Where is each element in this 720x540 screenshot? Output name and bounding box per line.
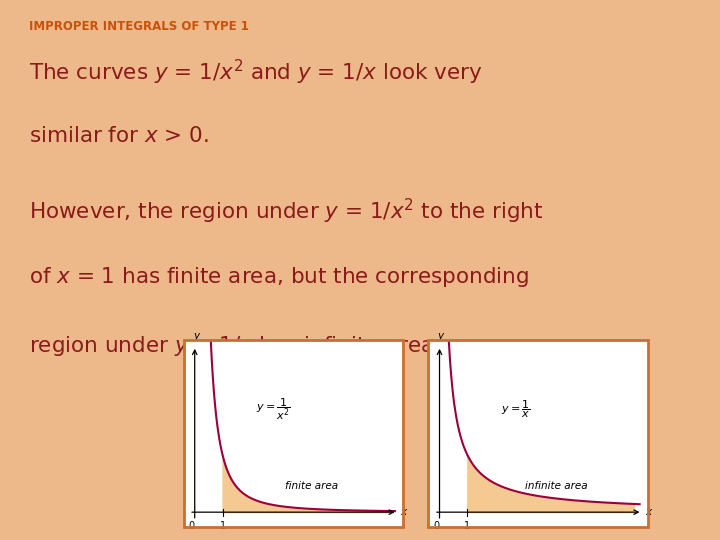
Text: $y = \dfrac{1}{x}$: $y = \dfrac{1}{x}$ — [500, 399, 530, 420]
Text: $y$: $y$ — [438, 331, 446, 343]
Text: The curves $y$ = 1/$x^2$ and $y$ = 1/$x$ look very: The curves $y$ = 1/$x^2$ and $y$ = 1/$x$… — [29, 57, 482, 87]
Text: 1: 1 — [464, 521, 470, 531]
Bar — [428, 340, 648, 526]
Text: $y$: $y$ — [193, 331, 201, 343]
Text: IMPROPER INTEGRALS OF TYPE 1: IMPROPER INTEGRALS OF TYPE 1 — [29, 21, 248, 33]
Text: 0: 0 — [189, 521, 194, 531]
Text: 0: 0 — [433, 521, 439, 531]
Text: similar for $x$ > 0.: similar for $x$ > 0. — [29, 126, 209, 146]
Text: 1: 1 — [220, 521, 225, 531]
Text: $y = \dfrac{1}{x^2}$: $y = \dfrac{1}{x^2}$ — [256, 396, 291, 422]
Text: infinite area: infinite area — [525, 481, 588, 491]
Text: region under $y$ = 1/$x$ has infinite area.: region under $y$ = 1/$x$ has infinite ar… — [29, 334, 440, 357]
Text: $x$: $x$ — [645, 507, 654, 517]
Text: of $x$ = 1 has finite area, but the corresponding: of $x$ = 1 has finite area, but the corr… — [29, 265, 529, 289]
Text: However, the region under $y$ = 1/$x^2$ to the right: However, the region under $y$ = 1/$x^2$ … — [29, 197, 544, 226]
Text: $x$: $x$ — [400, 507, 409, 517]
Bar — [184, 340, 403, 526]
Text: finite area: finite area — [285, 481, 338, 491]
